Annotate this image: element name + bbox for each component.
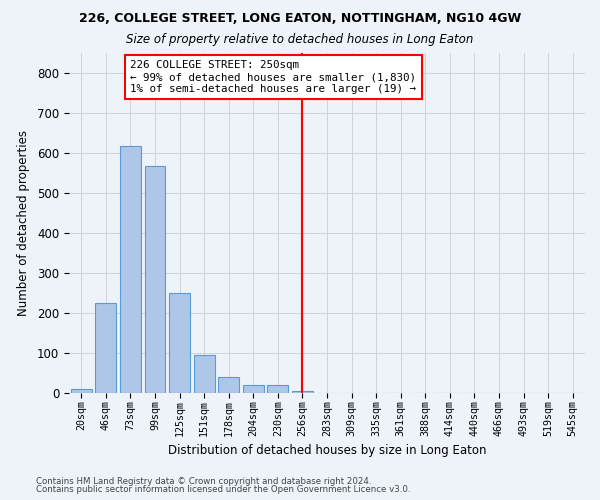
Bar — [194, 355, 215, 393]
Bar — [95, 302, 116, 392]
Text: Contains public sector information licensed under the Open Government Licence v3: Contains public sector information licen… — [36, 485, 410, 494]
Text: Contains HM Land Registry data © Crown copyright and database right 2024.: Contains HM Land Registry data © Crown c… — [36, 477, 371, 486]
Bar — [268, 385, 289, 392]
Y-axis label: Number of detached properties: Number of detached properties — [17, 130, 30, 316]
Bar — [120, 146, 141, 392]
Bar — [243, 385, 264, 392]
Bar — [169, 292, 190, 392]
X-axis label: Distribution of detached houses by size in Long Eaton: Distribution of detached houses by size … — [168, 444, 486, 458]
Bar — [71, 388, 92, 392]
Bar — [145, 166, 166, 392]
Bar — [218, 376, 239, 392]
Text: Size of property relative to detached houses in Long Eaton: Size of property relative to detached ho… — [127, 32, 473, 46]
Text: 226 COLLEGE STREET: 250sqm
← 99% of detached houses are smaller (1,830)
1% of se: 226 COLLEGE STREET: 250sqm ← 99% of deta… — [130, 60, 416, 94]
Bar — [292, 390, 313, 392]
Text: 226, COLLEGE STREET, LONG EATON, NOTTINGHAM, NG10 4GW: 226, COLLEGE STREET, LONG EATON, NOTTING… — [79, 12, 521, 26]
